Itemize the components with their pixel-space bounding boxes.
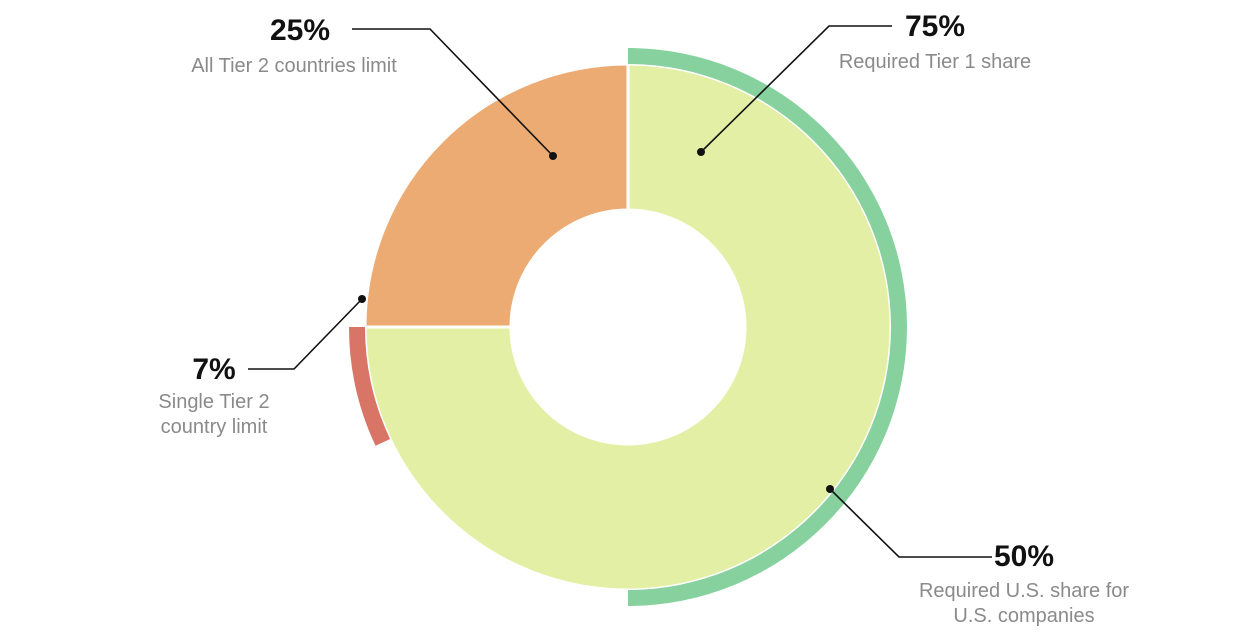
annotation-us-share-value: 50% bbox=[994, 540, 1054, 573]
annotation-single-tier2: 7% Single Tier 2 country limit bbox=[158, 353, 269, 438]
label-line-2: U.S. companies bbox=[953, 605, 1094, 627]
annotation-tier1-value: 75% bbox=[905, 10, 965, 43]
leader-tier2-all-line bbox=[352, 28, 554, 157]
annotation-single-tier2-label: Single Tier 2 country limit bbox=[158, 391, 269, 438]
leader-us-share-line bbox=[829, 488, 992, 558]
leader-tier1-dot bbox=[697, 148, 705, 156]
slice-single-tier2 bbox=[349, 327, 391, 446]
annotation-tier2-all-label: All Tier 2 countries limit bbox=[191, 55, 397, 77]
annotation-us-share-label: Required U.S. share for U.S. companies bbox=[919, 580, 1129, 627]
label-line-1: Required U.S. share for bbox=[919, 580, 1129, 602]
slice-tier1-share bbox=[363, 62, 893, 592]
annotation-tier1: 75% Required Tier 1 share bbox=[839, 10, 1031, 73]
leader-layer bbox=[248, 25, 992, 558]
label-line-1: Single Tier 2 bbox=[158, 391, 269, 413]
leader-single-tier2-dot bbox=[358, 295, 366, 303]
label-line-2: country limit bbox=[161, 416, 268, 438]
annotation-tier2-all-value: 25% bbox=[270, 14, 330, 47]
leader-single-tier2-line bbox=[248, 298, 363, 370]
leader-tier1 bbox=[697, 25, 892, 156]
leader-tier1-line bbox=[700, 25, 892, 153]
slice-tier2-all bbox=[363, 62, 630, 329]
annotation-us-share: 50% Required U.S. share for U.S. companie… bbox=[919, 540, 1129, 627]
slice-layer bbox=[349, 48, 907, 606]
annotation-tier1-label: Required Tier 1 share bbox=[839, 51, 1031, 73]
leader-us-share-dot bbox=[826, 485, 834, 493]
leader-tier2-all-dot bbox=[549, 152, 557, 160]
annotation-tier2-all: 25% All Tier 2 countries limit bbox=[191, 14, 397, 77]
leader-single-tier2 bbox=[248, 295, 366, 370]
leader-tier2-all bbox=[352, 28, 557, 160]
leader-us-share bbox=[826, 485, 992, 558]
annotation-single-tier2-value: 7% bbox=[192, 353, 235, 386]
